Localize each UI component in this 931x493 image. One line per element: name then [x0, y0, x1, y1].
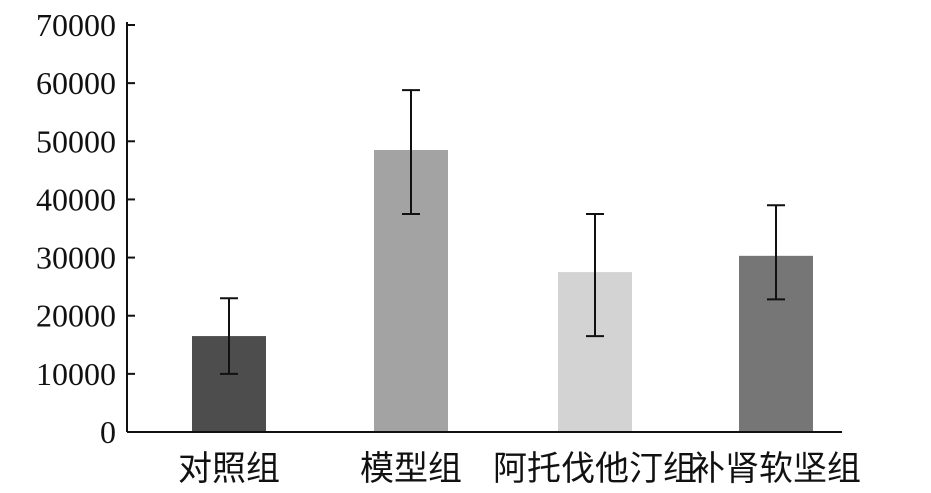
category-label: 模型组	[360, 449, 462, 489]
y-tick-label: 40000	[36, 181, 116, 217]
y-tick-label: 30000	[36, 240, 116, 276]
category-label: 补肾软坚组	[691, 449, 861, 489]
y-tick-label: 50000	[36, 123, 116, 159]
y-tick-label: 70000	[36, 7, 116, 43]
bars	[192, 150, 813, 432]
y-tick-label: 0	[100, 414, 116, 450]
y-axis-ticks: 0 10000 20000 30000 40000 50000 60000 70000	[36, 7, 135, 450]
category-label: 对照组	[178, 449, 280, 489]
y-tick-label: 20000	[36, 298, 116, 334]
category-label: 阿托伐他汀组	[493, 449, 697, 489]
error-bars	[220, 89, 785, 375]
y-tick-label: 60000	[36, 65, 116, 101]
y-tick-label: 10000	[36, 356, 116, 392]
